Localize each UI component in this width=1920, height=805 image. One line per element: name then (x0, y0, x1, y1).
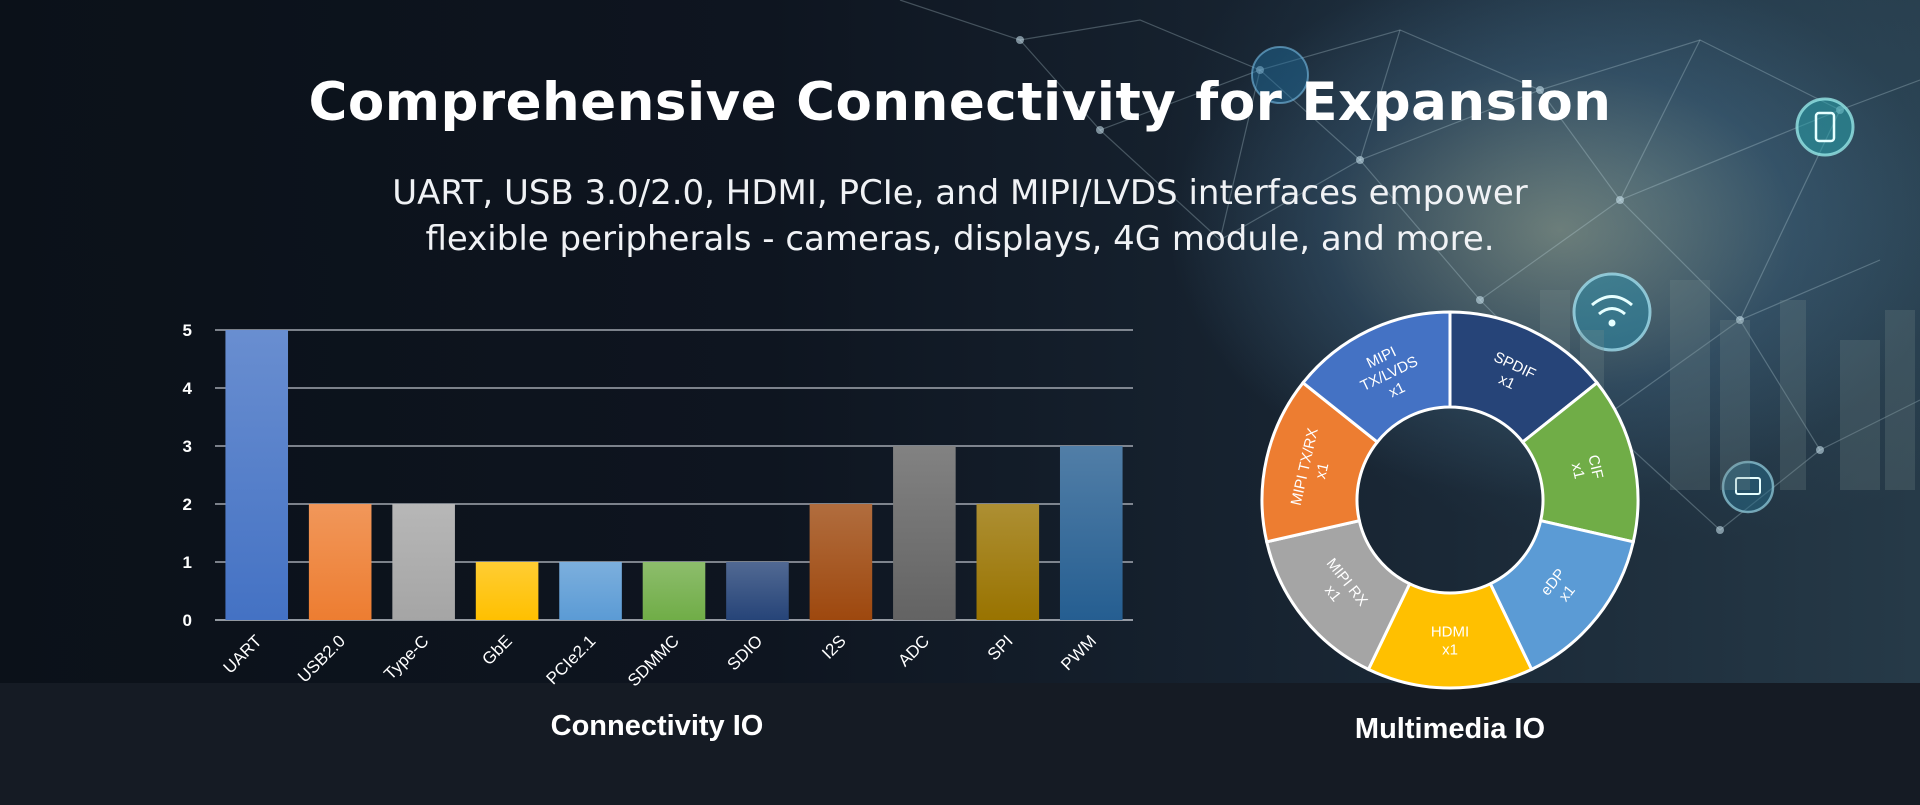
bar-spi (976, 504, 1040, 620)
y-tick-label: 5 (183, 321, 192, 340)
y-tick-label: 0 (183, 611, 192, 630)
bar-pcie2-1 (559, 562, 622, 620)
bar-gbe (475, 562, 539, 620)
x-tick-label: ADC (894, 631, 933, 670)
page-title: Comprehensive Connectivity for Expansion (308, 72, 1612, 133)
x-tick-label: SDMMC (624, 631, 683, 690)
x-tick-label: UART (220, 631, 266, 677)
bar-chart-title: Connectivity IO (551, 710, 764, 742)
wifi-icon (1572, 272, 1652, 352)
donut-chart-title: Multimedia IO (1355, 713, 1545, 745)
bar-sdio (726, 562, 789, 620)
phone-icon (1795, 97, 1855, 157)
y-tick-label: 1 (183, 553, 192, 572)
bar-type-c (392, 504, 455, 620)
bar-usb2-0 (308, 504, 372, 620)
network-background-graphic (899, 0, 1920, 534)
y-tick-label: 4 (183, 379, 193, 398)
y-tick-label: 2 (183, 495, 192, 514)
subtitle-line-2: flexible peripherals - cameras, displays… (425, 219, 1495, 259)
page-subtitle: UART, USB 3.0/2.0, HDMI, PCIe, and MIPI/… (0, 170, 1920, 262)
x-tick-label: USB2.0 (294, 631, 349, 686)
x-tick-label: PCIe2.1 (542, 631, 599, 688)
x-tick-label: SPI (984, 631, 1017, 664)
subtitle-line-1: UART, USB 3.0/2.0, HDMI, PCIe, and MIPI/… (392, 173, 1528, 213)
bar-i2s (809, 504, 873, 620)
slice-label: CIFx1 (1567, 453, 1607, 484)
monitor-icon (1721, 460, 1775, 514)
globe-icon (1251, 46, 1309, 104)
x-tick-label: I2S (818, 631, 849, 662)
connectivity-bar-chart: 0 1 2 3 4 5 UART USB2.0 Type-C GbE PCIe2.1 SDMMC SD… (183, 321, 1133, 742)
x-tick-label: Type-C (380, 631, 432, 683)
slice-mipi-tx-lvds (1300, 310, 1452, 445)
bar-sdmmc (642, 562, 706, 620)
x-tick-label: PWM (1057, 631, 1100, 674)
x-tick-label: GbE (478, 631, 515, 668)
x-tick-label: SDIO (723, 631, 766, 674)
bar-adc (893, 446, 956, 620)
bar-pwm (1059, 446, 1123, 620)
slice-label: HDMI x1 (1431, 624, 1469, 659)
y-tick-label: 3 (183, 437, 192, 456)
bottom-band (0, 683, 1920, 805)
bar-uart (225, 330, 289, 620)
